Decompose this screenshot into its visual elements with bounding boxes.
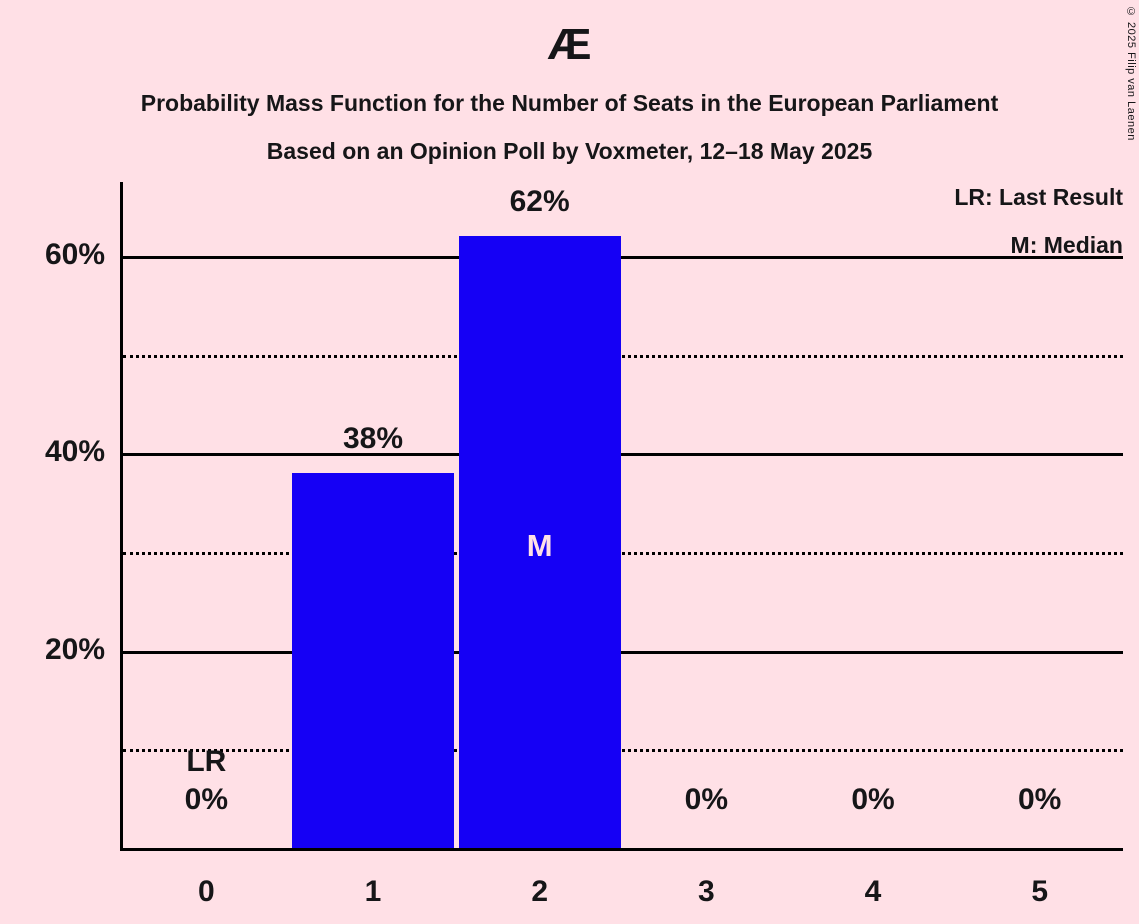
gridline-solid [123,650,1123,654]
bar [292,473,454,848]
last-result-marker: LR [186,745,227,778]
x-axis-label: 0 [197,875,215,908]
chart-subtitle-date: Based on an Opinion Poll by Voxmeter, 12… [266,138,873,164]
gridline-solid [123,453,1123,457]
bar-value-label: 0% [1017,783,1062,816]
x-axis-label: 3 [697,875,715,908]
gridline-dotted [123,354,1123,358]
chart-title: Æ [547,20,592,69]
plot-area: LR: Last Result M: Median 20% 40% 60% 0% 0 LR… [45,182,1123,908]
gridline-dotted [123,749,1123,753]
bar-value-label: 62% [509,185,570,219]
bar [458,236,621,848]
gridline-solid [123,256,1123,259]
y-axis-label: 20% [44,632,105,666]
legend-median: M: Median [1010,232,1123,258]
bar-value-label: 38% [342,422,404,456]
legend-last-result: LR: Last Result [954,184,1123,210]
bar-value-label: 0% [184,783,228,816]
y-axis-label: 60% [44,238,105,271]
gridline-dotted [123,552,1123,555]
x-axis-label: 4 [864,875,882,908]
bar-value-label: 0% [851,783,895,816]
y-axis-label: 40% [44,435,105,469]
x-axis-label: 1 [364,875,382,908]
median-marker: M [526,528,553,564]
chart-subtitle: Probability Mass Function for the Number… [140,90,999,116]
copyright-text: © 2025 Filip van Laenen [1125,6,1137,141]
x-axis-label: 5 [1031,875,1048,908]
x-axis-label: 2 [531,875,548,908]
bar-value-label: 0% [684,783,728,816]
